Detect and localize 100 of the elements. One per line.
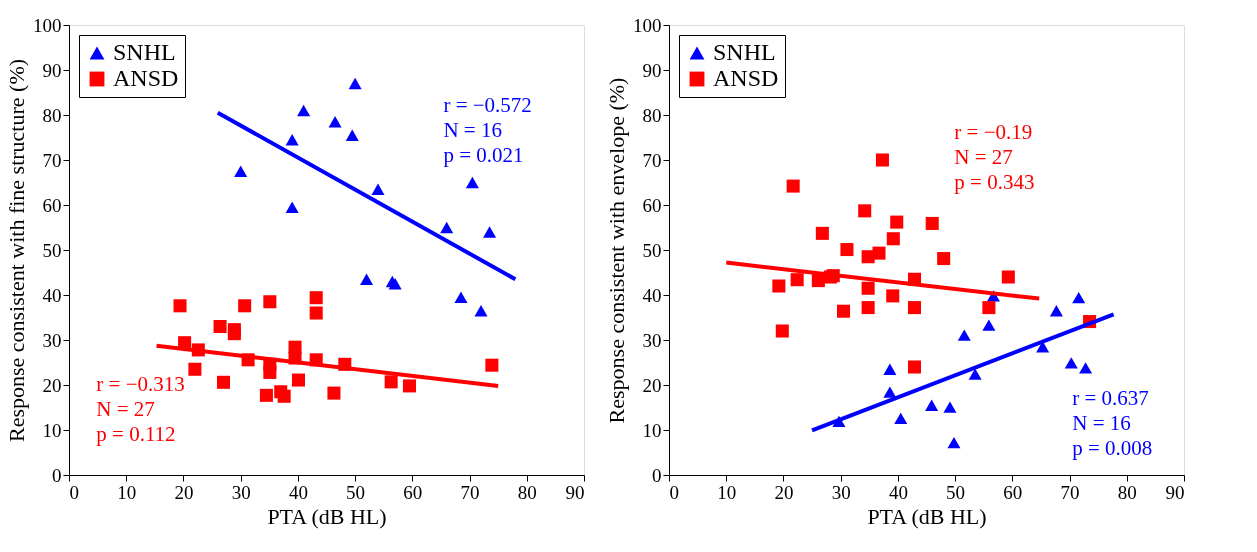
- annotation: N = 27: [954, 145, 1013, 169]
- point: [402, 379, 416, 393]
- annotation: r = −0.313: [96, 372, 185, 396]
- x-axis-title: PTA (dB HL): [267, 503, 387, 529]
- legend-label: ANSD: [113, 65, 179, 91]
- y-tick-label: 0: [52, 464, 62, 486]
- point: [277, 389, 291, 403]
- point: [454, 291, 468, 303]
- y-tick-label: 10: [642, 419, 662, 441]
- x-tick-label: 40: [288, 481, 308, 503]
- x-tick-label: 0: [69, 481, 79, 503]
- x-tick-label: 90: [565, 481, 585, 503]
- point: [474, 305, 488, 317]
- x-tick-label: 20: [774, 481, 794, 503]
- legend-label: ANSD: [713, 65, 779, 91]
- point: [837, 304, 851, 318]
- x-tick-label: 70: [1060, 481, 1080, 503]
- point: [309, 291, 323, 305]
- point: [348, 77, 362, 90]
- annotation: N = 16: [443, 118, 502, 142]
- point: [861, 281, 875, 295]
- x-tick-label: 80: [1117, 481, 1137, 503]
- y-tick-label: 30: [42, 329, 62, 351]
- point: [263, 295, 277, 309]
- y-tick-label: 20: [642, 374, 662, 396]
- point: [384, 375, 398, 389]
- point: [875, 153, 889, 167]
- x-tick-label: 0: [669, 481, 679, 503]
- x-tick-label: 80: [517, 481, 537, 503]
- point: [815, 226, 829, 240]
- point: [775, 324, 789, 338]
- point: [328, 116, 342, 128]
- point: [440, 221, 454, 234]
- point: [883, 386, 897, 398]
- point: [861, 301, 875, 315]
- point: [840, 243, 854, 257]
- annotation: N = 16: [1072, 410, 1131, 435]
- y-tick-label: 20: [42, 374, 62, 396]
- point: [465, 176, 479, 189]
- point: [982, 319, 996, 331]
- point: [345, 129, 359, 141]
- y-tick-label: 70: [642, 149, 662, 171]
- point: [234, 165, 248, 177]
- y-tick-label: 90: [642, 59, 662, 81]
- legend-label: SNHL: [113, 39, 176, 65]
- point: [1064, 357, 1078, 369]
- point: [259, 388, 273, 402]
- y-tick-label: 10: [42, 419, 62, 441]
- point: [886, 289, 900, 303]
- point: [883, 363, 897, 375]
- point: [238, 299, 252, 313]
- y-tick-label: 70: [42, 149, 62, 171]
- annotation: p = 0.008: [1072, 435, 1153, 460]
- point: [968, 368, 982, 380]
- y-tick-label: 30: [642, 329, 662, 351]
- point: [485, 358, 499, 372]
- annotation: p = 0.343: [954, 170, 1035, 194]
- x-tick-label: 90: [1165, 481, 1185, 503]
- x-tick-label: 30: [831, 481, 851, 503]
- point: [173, 299, 187, 313]
- point: [1079, 362, 1093, 374]
- x-tick-label: 70: [460, 481, 480, 503]
- y-tick-label: 90: [42, 59, 62, 81]
- point: [297, 104, 311, 117]
- y-tick-label: 100: [33, 14, 62, 36]
- point: [925, 216, 939, 230]
- y-axis-title: Response consistent with fine structure (%): [4, 58, 29, 443]
- point: [872, 246, 886, 260]
- x-tick-label: 60: [1003, 481, 1023, 503]
- point: [263, 365, 277, 379]
- y-tick-label: 60: [42, 194, 62, 216]
- point: [907, 301, 921, 315]
- y-tick-label: 40: [642, 284, 662, 306]
- point: [772, 279, 786, 293]
- point: [216, 375, 231, 389]
- y-axis-title: Response consistent with envelope (%): [604, 77, 629, 424]
- point: [285, 201, 299, 213]
- x-tick-label: 10: [717, 481, 737, 503]
- point: [943, 401, 957, 413]
- point: [982, 301, 996, 315]
- x-tick-label: 50: [346, 481, 366, 503]
- point: [1001, 270, 1015, 284]
- point: [886, 232, 900, 246]
- y-tick-label: 100: [633, 14, 662, 36]
- annotation: p = 0.021: [443, 143, 524, 167]
- y-tick-label: 0: [652, 464, 662, 486]
- point: [309, 306, 323, 320]
- y-tick-label: 80: [642, 104, 662, 126]
- x-tick-label: 30: [231, 481, 251, 503]
- annotation: p = 0.112: [96, 422, 176, 446]
- point: [371, 183, 385, 195]
- annotation: r = −0.19: [954, 120, 1033, 144]
- x-tick-label: 10: [117, 481, 137, 503]
- x-tick-label: 20: [174, 481, 194, 503]
- y-tick-label: 80: [42, 104, 62, 126]
- y-tick-label: 60: [642, 194, 662, 216]
- annotation: N = 27: [96, 397, 155, 421]
- point: [227, 327, 241, 341]
- point: [483, 226, 497, 238]
- point: [786, 179, 800, 193]
